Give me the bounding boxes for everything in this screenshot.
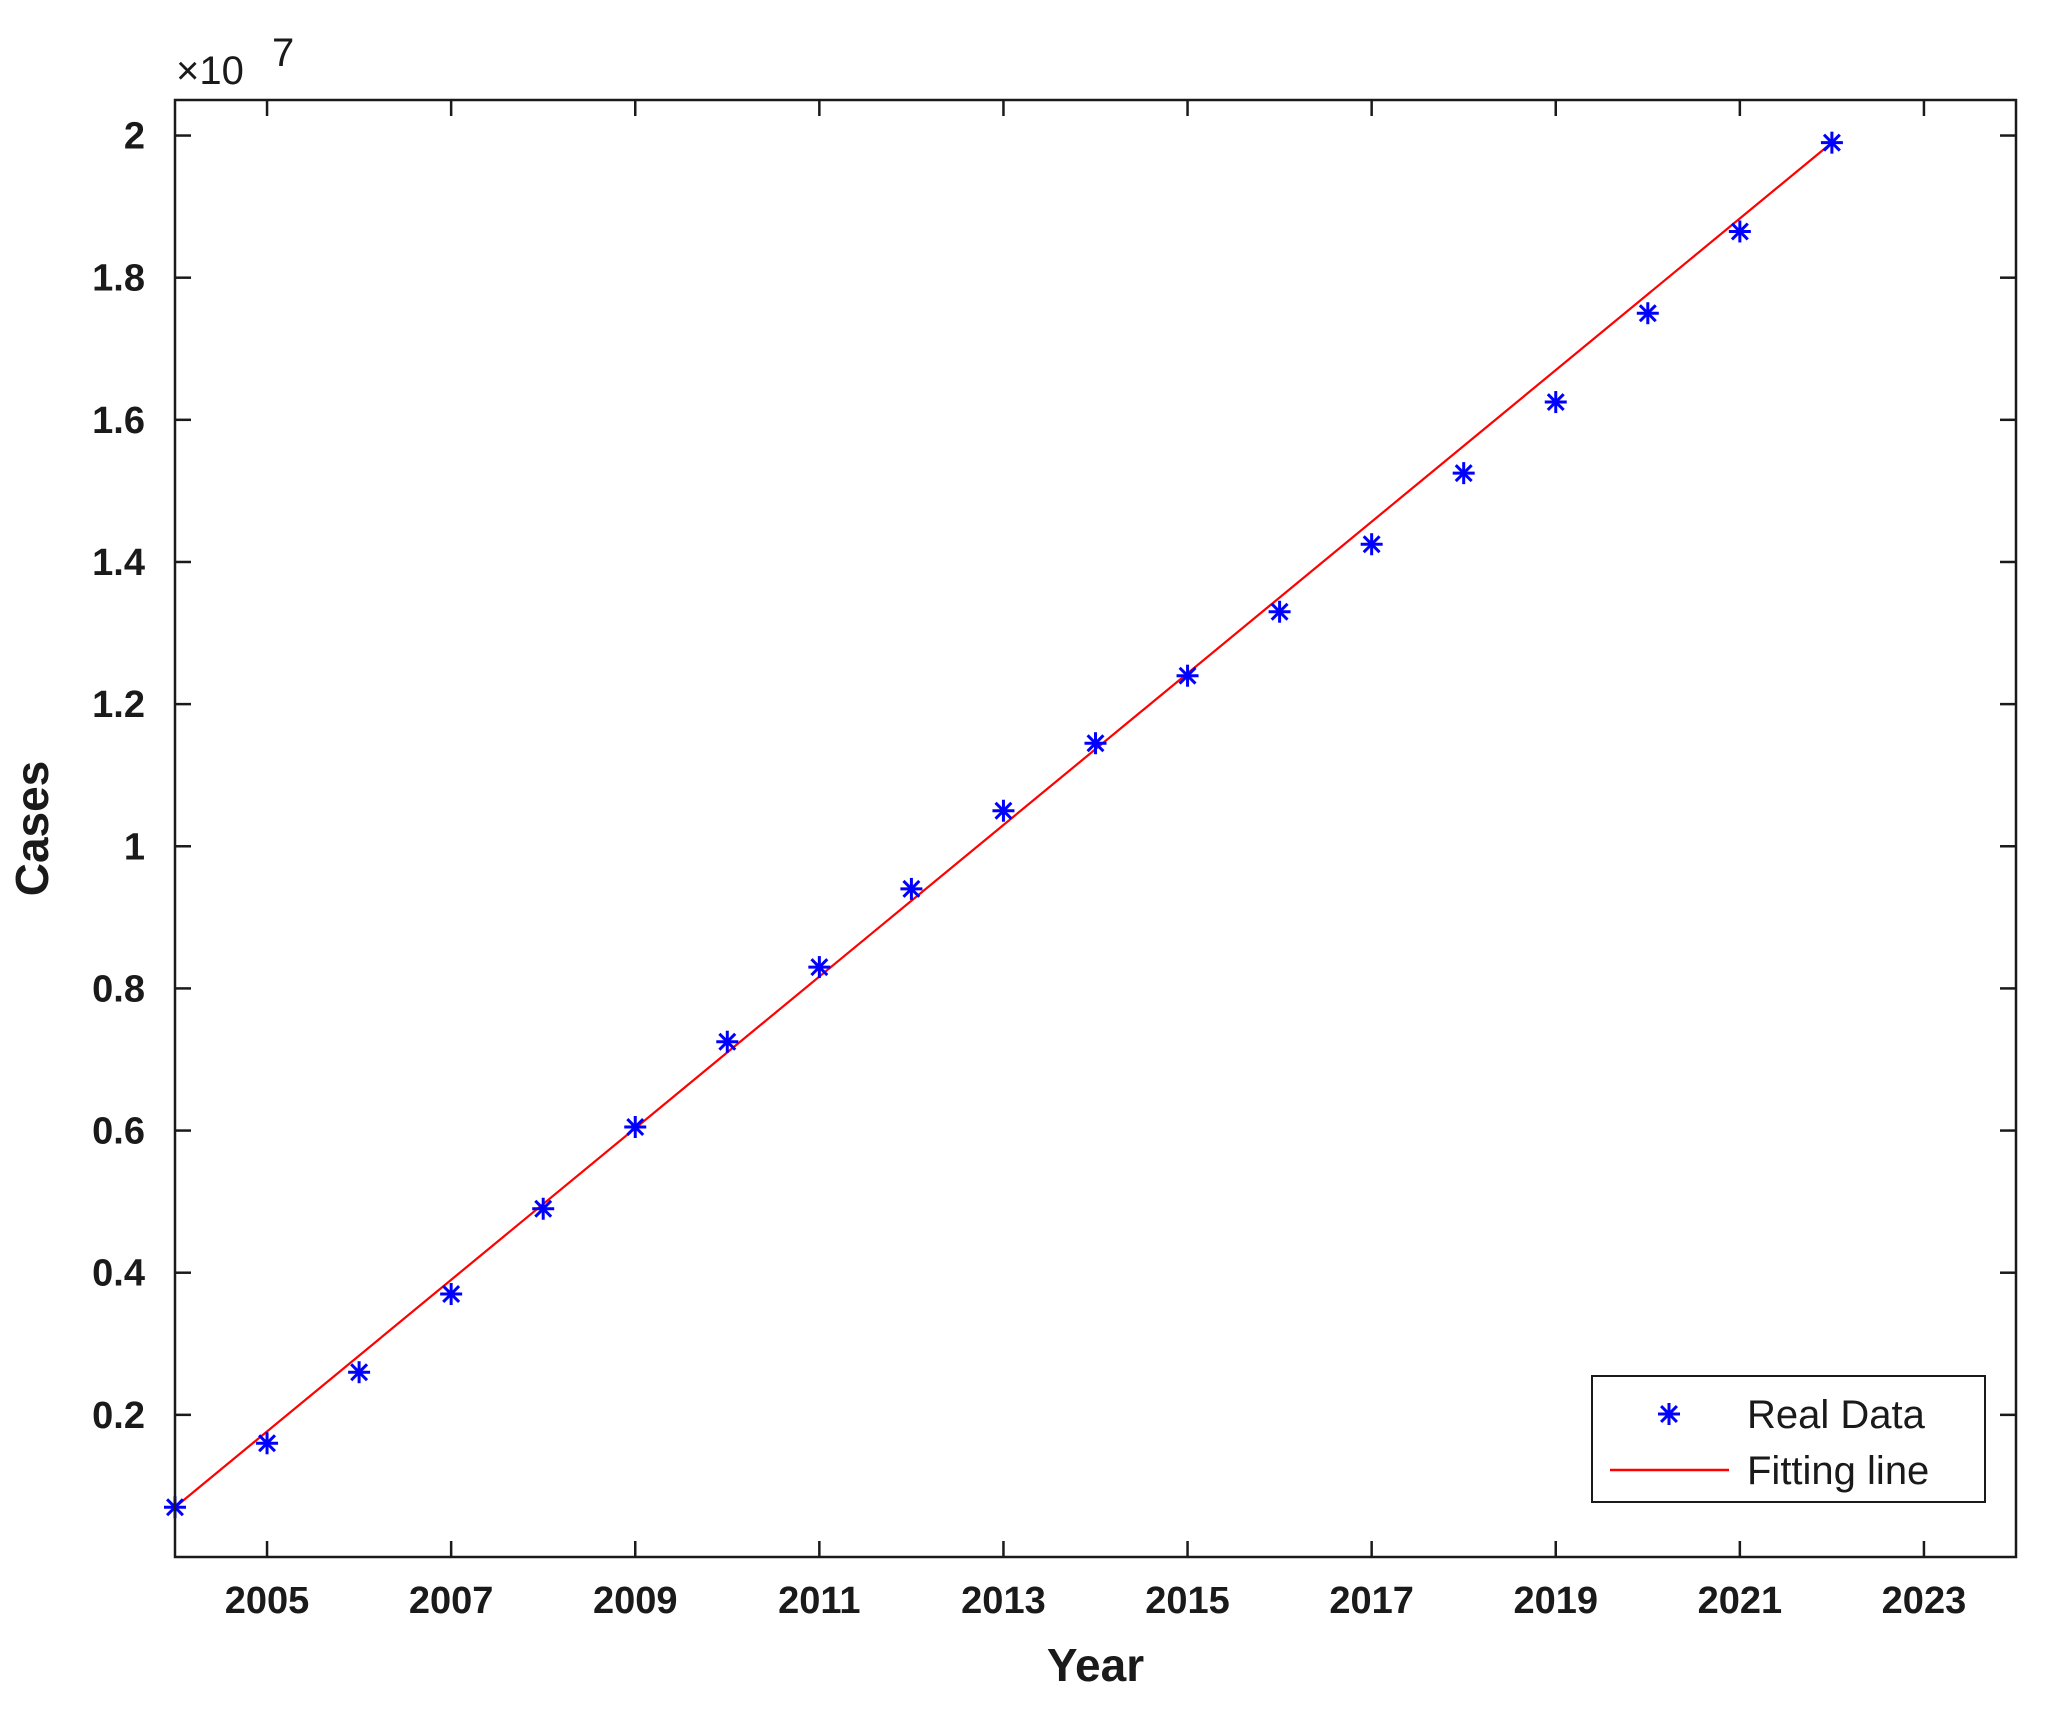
data-point (1820, 131, 1843, 154)
legend-asterisk-icon (1658, 1403, 1680, 1425)
legend-box (1591, 1375, 1986, 1503)
y-axis-multiplier-base: ×10 (176, 49, 244, 93)
x-tick-label: 2007 (409, 1580, 494, 1622)
data-point (1084, 732, 1107, 755)
data-point (440, 1283, 463, 1306)
data-point (256, 1432, 279, 1455)
y-tick-label: 0.2 (92, 1395, 145, 1437)
y-tick-label: 0.4 (92, 1253, 145, 1295)
plot-area (175, 100, 2016, 1557)
x-tick-label: 2023 (1882, 1580, 1967, 1622)
x-tick-label: 2019 (1513, 1580, 1598, 1622)
y-axis-tick-labels: 0.2 0.4 0.6 0.8 1 1.2 1.4 1.6 1.8 2 (92, 116, 145, 1437)
data-point (1360, 533, 1383, 556)
data-point (1636, 302, 1659, 325)
data-point (900, 877, 923, 900)
data-point (1544, 391, 1567, 414)
data-point (1452, 462, 1475, 485)
data-point (808, 956, 831, 979)
x-tick-label: 2013 (961, 1580, 1046, 1622)
data-point (624, 1116, 647, 1139)
x-tick-label: 2017 (1329, 1580, 1414, 1622)
y-tick-label: 0.8 (92, 968, 145, 1010)
x-tick-label: 2015 (1145, 1580, 1230, 1622)
y-tick-label: 1.6 (92, 400, 145, 442)
data-point (1728, 220, 1751, 243)
y-axis-title: Cases (6, 761, 58, 897)
y-tick-label: 1.2 (92, 684, 145, 726)
x-axis-ticks (265, 100, 1926, 1557)
x-tick-label: 2011 (778, 1580, 860, 1622)
series-layer (164, 131, 1843, 1519)
y-axis-multiplier: ×10 7 (176, 31, 294, 93)
data-point (1268, 600, 1291, 623)
x-axis-tick-labels: 2005 2007 2009 2011 2013 2015 2017 2019 2021 2023 (225, 1580, 1966, 1622)
data-point (532, 1197, 555, 1220)
data-point (1176, 664, 1199, 687)
data-point (348, 1361, 371, 1384)
y-tick-label: 1 (124, 826, 145, 868)
fitting-line-series (174, 141, 1833, 1509)
x-tick-label: 2005 (225, 1580, 310, 1622)
x-axis-title: Year (1047, 1639, 1144, 1691)
y-tick-label: 2 (124, 116, 145, 158)
y-tick-label: 1.8 (92, 258, 145, 300)
y-tick-label: 1.4 (92, 542, 145, 584)
x-tick-label: 2009 (593, 1580, 678, 1622)
y-axis-ticks (175, 134, 2016, 1417)
legend: Real Data Fitting line (1591, 1375, 1986, 1503)
data-point (716, 1030, 739, 1053)
x-tick-label: 2021 (1698, 1580, 1783, 1622)
data-point (992, 799, 1015, 822)
y-axis-multiplier-exponent: 7 (272, 31, 294, 75)
legend-marker-real-data (1658, 1403, 1680, 1425)
legend-label-fitting-line: Fitting line (1747, 1449, 1929, 1493)
legend-label-real-data: Real Data (1747, 1393, 1926, 1437)
plot-frame (173, 98, 2018, 1559)
y-tick-label: 0.6 (92, 1111, 145, 1153)
